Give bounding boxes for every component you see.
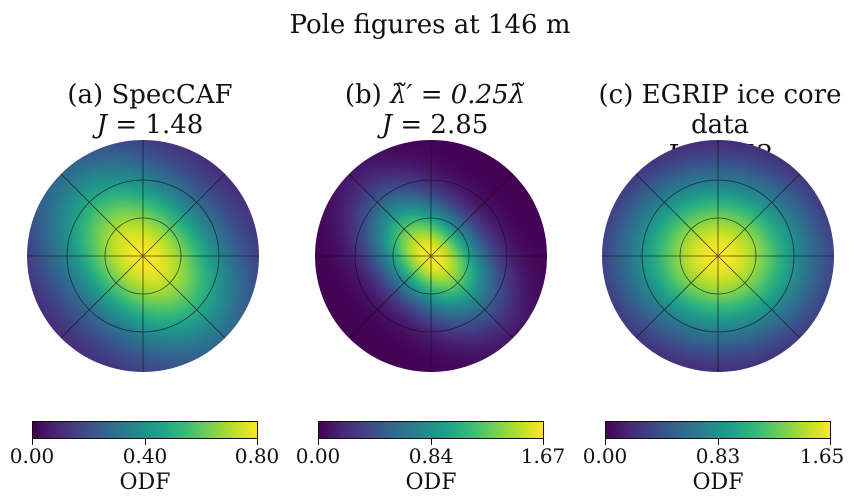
colorbar-c-tick-2 — [830, 439, 831, 445]
colorbar-b-tick-0 — [318, 439, 319, 445]
colorbar-b-ticklabel-2: 1.67 — [520, 444, 566, 468]
panel-b-j-label: J = — [381, 110, 431, 140]
colorbar-a-ticklabel-1: 0.40 — [122, 444, 168, 468]
colorbar-b-tick-2 — [543, 439, 544, 445]
pole-figure-a — [27, 140, 259, 372]
colorbar-c-ticklabel-1: 0.83 — [695, 444, 741, 468]
figure-title: Pole figures at 146 m — [289, 10, 571, 40]
colorbar-a — [32, 421, 258, 439]
colorbar-a-label: ODF — [119, 470, 171, 495]
colorbar-c-tick-0 — [605, 439, 606, 445]
colorbar-a-tick-2 — [257, 439, 258, 445]
pole-figure-a-grid — [27, 140, 259, 372]
colorbar-a-ticklabel-2: 0.80 — [234, 444, 280, 468]
panel-a-j-label: J = — [96, 110, 146, 140]
colorbar-b — [318, 421, 544, 439]
colorbar-c-ticklabel-2: 1.65 — [799, 444, 845, 468]
panel-b-title-block: (b) λ̃′ = 0.25λ̃ J = 2.85 — [285, 80, 585, 140]
panel-b-title-prefix: (b) — [344, 80, 391, 110]
panel-a-j-value: 1.48 — [145, 110, 204, 140]
pole-figure-b-grid — [315, 140, 547, 372]
colorbar-b-ticklabel-0: 0.00 — [295, 444, 341, 468]
colorbar-c-label: ODF — [692, 470, 744, 495]
panel-b-title-main: λ̃′ = 0.25λ̃ — [390, 80, 526, 110]
colorbar-a-tick-0 — [32, 439, 33, 445]
colorbar-c-ticklabel-0: 0.00 — [582, 444, 628, 468]
pole-figure-c-grid — [602, 140, 834, 372]
panel-a-title: (a) SpecCAF — [67, 80, 233, 110]
colorbar-b-tick-1 — [431, 439, 432, 445]
colorbar-b-label: ODF — [405, 470, 457, 495]
panel-a-title-block: (a) SpecCAF J = 1.48 — [0, 80, 300, 140]
colorbar-a-ticklabel-0: 0.00 — [9, 444, 55, 468]
panel-b-j: J = 2.85 — [285, 110, 585, 140]
colorbar-c — [605, 421, 831, 439]
colorbar-c-tick-1 — [718, 439, 719, 445]
colorbar-b-ticklabel-1: 0.84 — [408, 444, 454, 468]
panel-c-title: (c) EGRIP ice core data — [598, 80, 842, 140]
panel-a-j: J = 1.48 — [0, 110, 300, 140]
colorbar-a-tick-1 — [145, 439, 146, 445]
pole-figure-c — [602, 140, 834, 372]
pole-figure-b — [315, 140, 547, 372]
panel-b-j-value: 2.85 — [430, 110, 489, 140]
